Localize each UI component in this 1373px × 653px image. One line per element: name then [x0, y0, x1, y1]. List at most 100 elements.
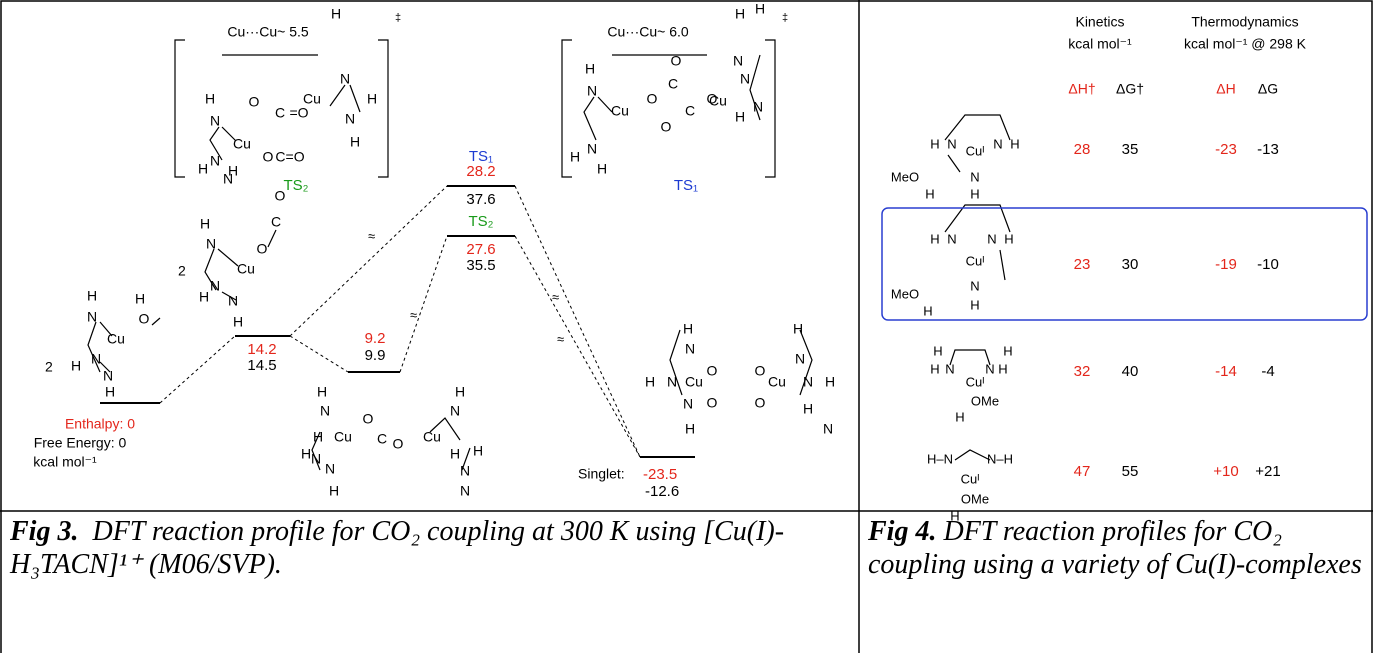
enthalpy: 28.2 [466, 163, 495, 180]
atom-label: N [987, 231, 996, 246]
free-energy: 14.5 [247, 357, 276, 374]
atom-label: H [105, 384, 115, 400]
ts-label: TS₂ [284, 177, 309, 194]
header-units: kcal mol⁻¹ [1068, 36, 1132, 52]
atom-label: N [87, 309, 97, 325]
level-label: Free Energy: 0 [34, 435, 127, 451]
atom-label: H [198, 161, 208, 177]
dagger: ‡ [782, 12, 788, 24]
table-value: +21 [1255, 463, 1280, 480]
atom-label: N [683, 396, 693, 412]
table-value: 23 [1074, 256, 1091, 273]
table-value: 47 [1074, 463, 1091, 480]
atom-label: =O [289, 105, 308, 121]
svg-text:≈: ≈ [368, 228, 375, 243]
atom-label: C [685, 103, 695, 119]
atom-label: H [970, 186, 979, 201]
atom-label: H [1010, 136, 1019, 151]
atom-label: H [205, 91, 215, 107]
caption-lead: Fig 4. [868, 516, 936, 547]
atom-label: H [930, 136, 939, 151]
atom-label: N [206, 236, 216, 252]
atom-label: Cu [768, 374, 786, 390]
atom-label: H [455, 384, 465, 400]
header: Thermodynamics [1191, 14, 1298, 30]
atom-label: H [930, 361, 939, 376]
atom-label: N [228, 293, 238, 309]
atom-label: O [661, 119, 672, 135]
atom-label: Cu [233, 136, 251, 152]
caption-text: DFT reaction profiles for CO₂ coupling u… [868, 516, 1362, 580]
atom-label: H [755, 1, 765, 17]
atom-label: O [707, 363, 718, 379]
atom-label: H [803, 401, 813, 417]
level-units: kcal mol⁻¹ [33, 454, 97, 470]
atom-label: O [393, 436, 404, 452]
atom-label: H [955, 409, 964, 424]
atom-label: O [755, 395, 766, 411]
atom-label: N [340, 71, 350, 87]
atom-label: C [275, 105, 285, 121]
atom-label: Cu [334, 429, 352, 445]
table-value: 35 [1122, 141, 1139, 158]
atom-label: N [947, 231, 956, 246]
caption-text: DFT reaction profile for CO₂ coupling at… [10, 516, 784, 580]
atom-label: H [793, 321, 803, 337]
atom-label: H [970, 297, 979, 312]
atom-label: H [597, 161, 607, 177]
atom-label: Cu [107, 331, 125, 347]
atom-label: N [823, 421, 833, 437]
atom-label: Cuᴵ [961, 471, 980, 486]
atom-label: H [367, 91, 377, 107]
atom-label: N [685, 341, 695, 357]
atom-label: O [139, 311, 150, 327]
atom-label: O [707, 395, 718, 411]
atom-label: O [263, 149, 274, 165]
atom-label: N [667, 374, 677, 390]
atom-label: Cu [423, 429, 441, 445]
free-energy: 9.9 [365, 347, 386, 364]
atom-label: N–H [987, 451, 1013, 466]
header-units: kcal mol⁻¹ @ 298 K [1184, 36, 1307, 52]
svg-text:≈: ≈ [557, 331, 564, 346]
enthalpy: 9.2 [365, 330, 386, 347]
atom-label: C [271, 214, 281, 230]
atom-label: H [570, 149, 580, 165]
table-value: -4 [1261, 363, 1274, 380]
atom-label: O [647, 91, 658, 107]
table-value: -23 [1215, 141, 1237, 158]
free-energy: 37.6 [466, 191, 495, 208]
atom-label: N [795, 351, 805, 367]
profile-lines [100, 186, 695, 457]
atom-label: H [87, 288, 97, 304]
atom-label: Cuᴵ [966, 374, 985, 389]
atom-label: Cuᴵ [966, 253, 985, 268]
atom-label: N [945, 361, 954, 376]
atom-label: H [923, 303, 932, 318]
enthalpy: -23.5 [643, 466, 677, 483]
atom-label: H [350, 134, 360, 150]
atom-label: H [473, 443, 483, 459]
table-value: 28 [1074, 141, 1091, 158]
atom-label: H [228, 163, 238, 179]
distance: Cu···Cu~ 5.5 [227, 24, 309, 40]
table-value: -14 [1215, 363, 1237, 380]
column-header: ΔG† [1116, 81, 1144, 97]
atom-label: N [91, 351, 101, 367]
atom-label: H [925, 186, 934, 201]
table-value: +10 [1213, 463, 1238, 480]
atom-label: Cu [303, 91, 321, 107]
enthalpy: 14.2 [247, 341, 276, 358]
svg-text:≈: ≈ [410, 307, 417, 322]
level-label: Enthalpy: 0 [65, 416, 135, 432]
atom-label: N [993, 136, 1002, 151]
atom-label: Cu [611, 103, 629, 119]
caption: Fig 3. DFT reaction profile for CO₂ coup… [10, 515, 850, 581]
atom-label: N [587, 83, 597, 99]
dagger: ‡ [395, 12, 401, 24]
atom-label: C [377, 431, 387, 447]
atom-label: H [199, 289, 209, 305]
free-energy: 35.5 [466, 257, 495, 274]
count: 2 [178, 263, 186, 279]
atom-label: H [685, 421, 695, 437]
